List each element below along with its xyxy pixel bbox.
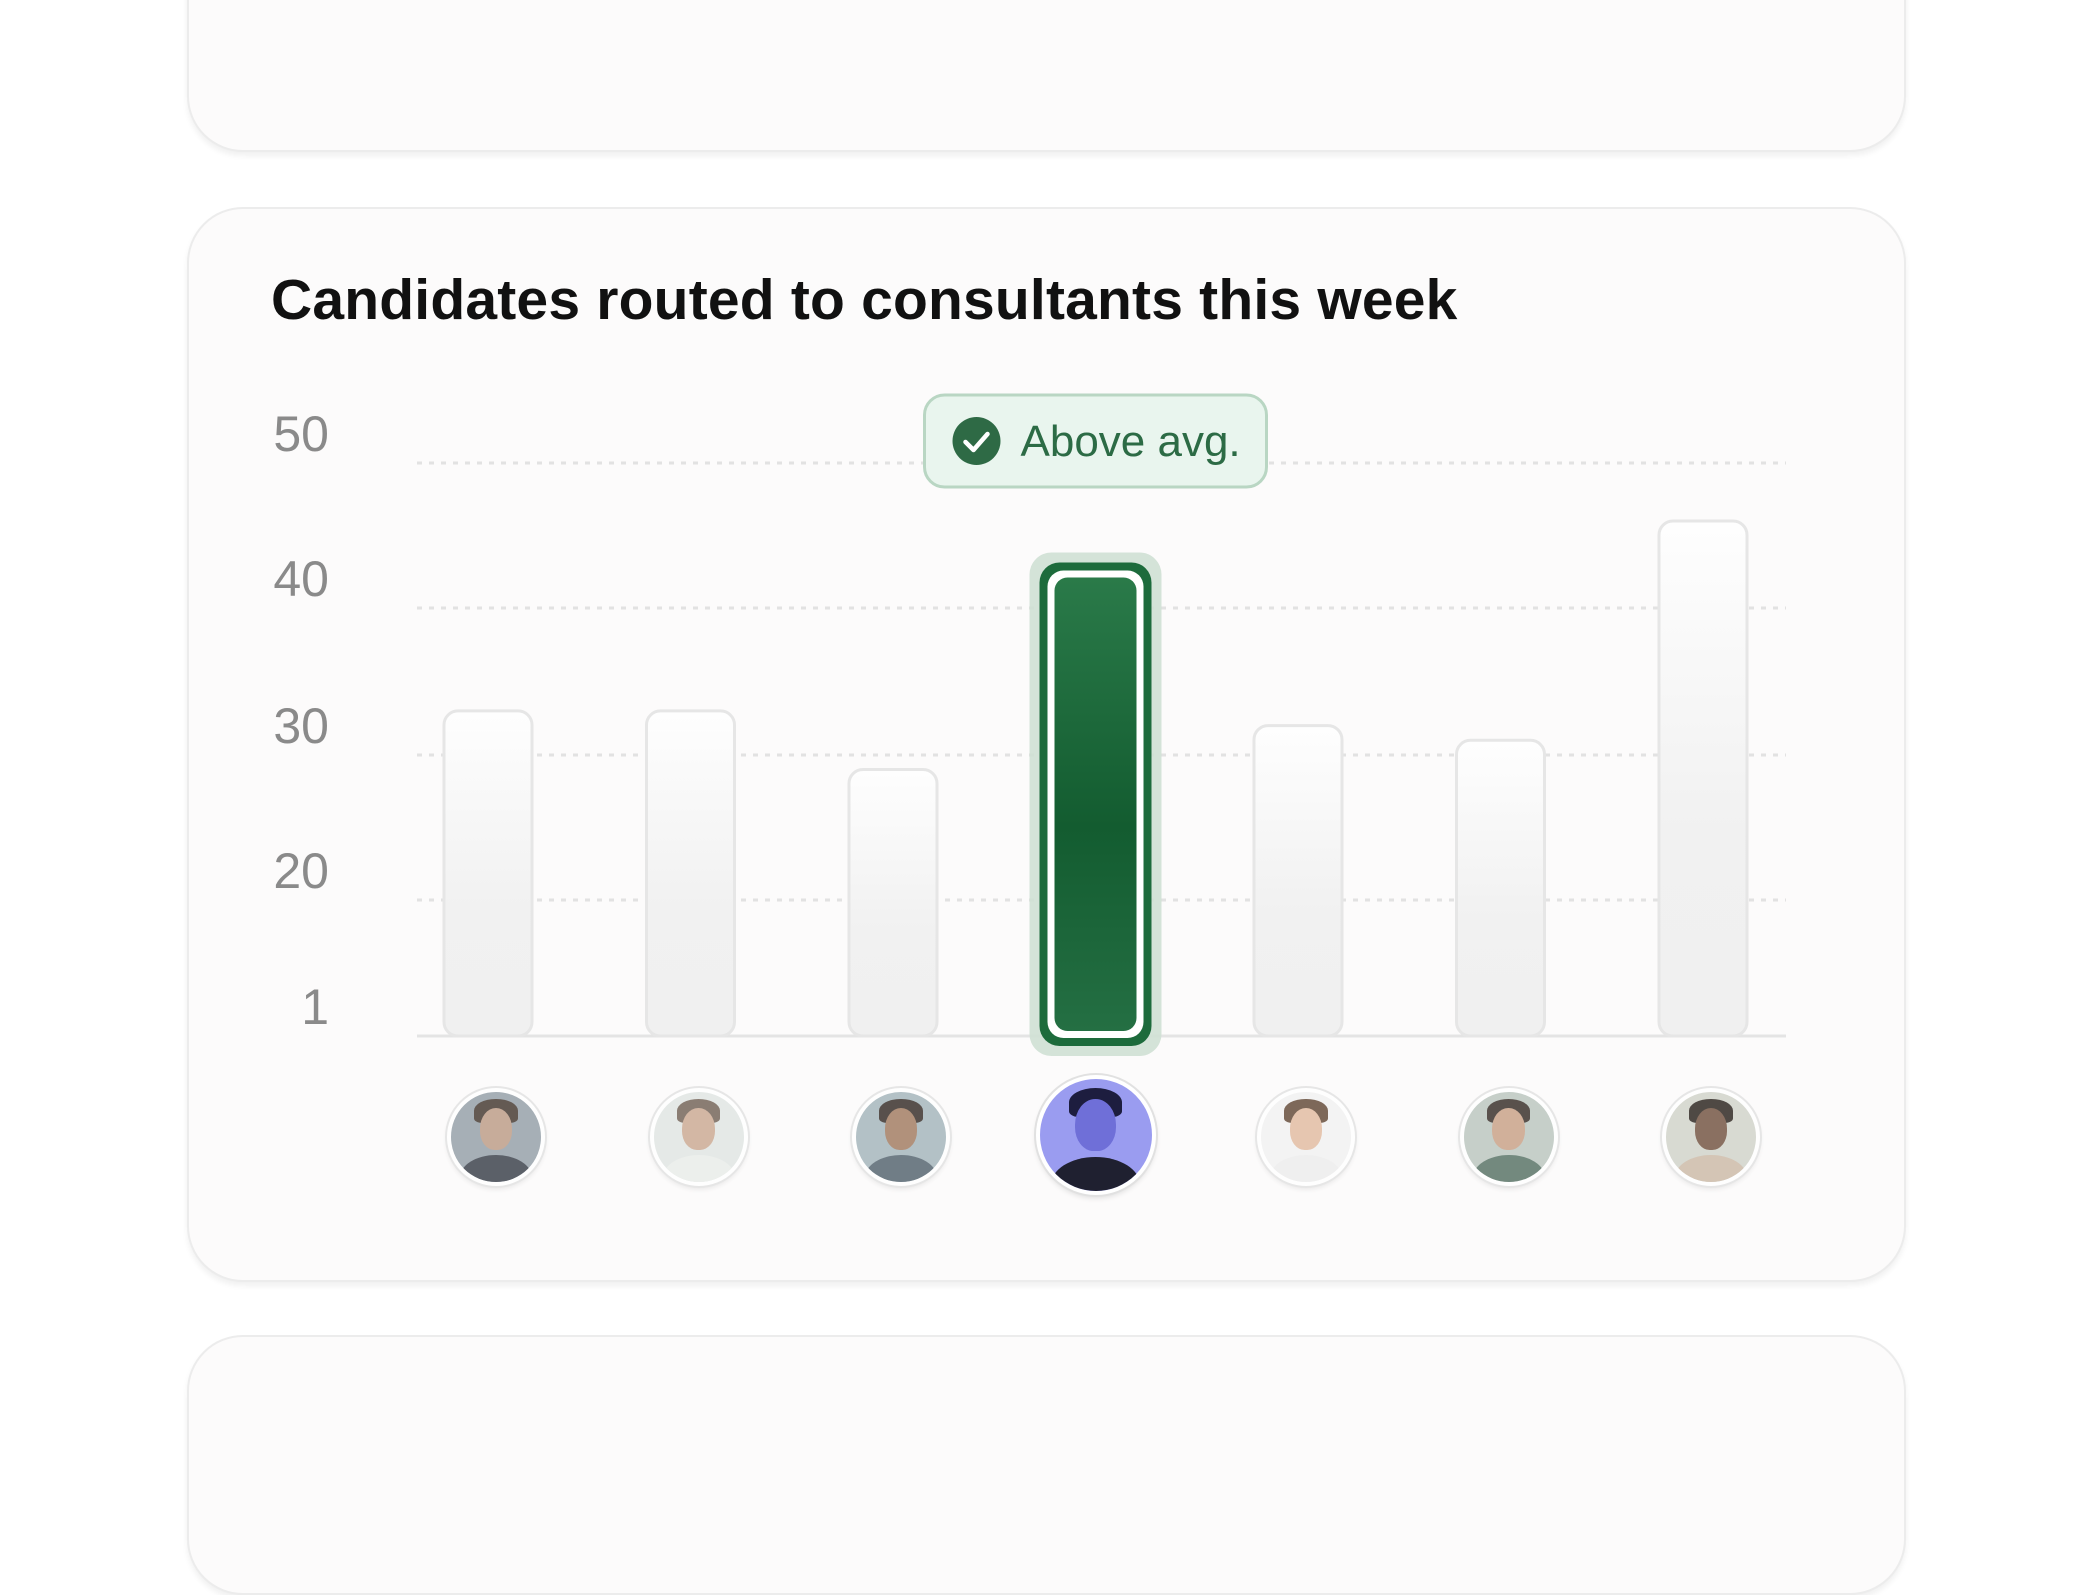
avatar-highlighted[interactable] — [1035, 1075, 1156, 1195]
badge-label: Above avg. — [1021, 417, 1241, 466]
avatar-shoulders — [460, 1155, 532, 1182]
bar — [645, 709, 736, 1038]
avatar-shoulders — [1675, 1155, 1747, 1182]
avatar-shoulders — [1472, 1155, 1545, 1182]
chart-title: Candidates routed to consultants this we… — [271, 268, 1458, 332]
avatar[interactable] — [649, 1088, 748, 1186]
badge-background — [923, 393, 1268, 489]
check-mark — [963, 431, 990, 453]
check-circle-icon — [952, 417, 1001, 465]
bar — [847, 768, 939, 1038]
avatar-face — [1075, 1099, 1116, 1151]
y-tick-label: 20 — [273, 843, 329, 899]
avatar[interactable] — [447, 1088, 545, 1186]
avatar[interactable] — [852, 1088, 950, 1186]
avatar[interactable] — [1459, 1088, 1558, 1186]
y-tick-label: 40 — [273, 551, 329, 607]
avatar-shoulders — [865, 1155, 937, 1182]
bar — [1252, 724, 1344, 1038]
bar-chart: 50 40 30 20 1 Above avg. — [273, 393, 1786, 1056]
avatar-face — [884, 1108, 918, 1150]
avatar-shoulders — [1050, 1157, 1141, 1191]
avatar-face — [1492, 1108, 1525, 1150]
avatar-face — [1694, 1108, 1728, 1150]
bar — [442, 709, 534, 1038]
avatar-shoulders — [662, 1155, 735, 1182]
y-tick-label: 30 — [273, 698, 329, 754]
check-circle — [952, 417, 1001, 465]
bars — [442, 519, 1749, 1056]
avatar-face — [1289, 1108, 1323, 1150]
avatar-face — [479, 1108, 513, 1150]
y-tick-label: 1 — [301, 979, 329, 1035]
card-bottom — [187, 1335, 1906, 1595]
avatar[interactable] — [1257, 1088, 1355, 1186]
bar — [1455, 738, 1546, 1038]
annotation-badge: Above avg. — [923, 393, 1268, 489]
bar — [1657, 519, 1749, 1038]
bar — [1054, 577, 1137, 1031]
avatar[interactable] — [1662, 1088, 1760, 1186]
avatar-face — [682, 1108, 715, 1150]
chart-card: Candidates routed to consultants this we… — [187, 207, 1906, 1282]
card-top — [187, 0, 1906, 152]
avatar-shoulders — [1270, 1155, 1342, 1182]
y-axis-ticks: 50 40 30 20 1 — [273, 406, 329, 1035]
highlighted-bar — [1029, 552, 1162, 1056]
y-tick-label: 50 — [273, 406, 329, 462]
